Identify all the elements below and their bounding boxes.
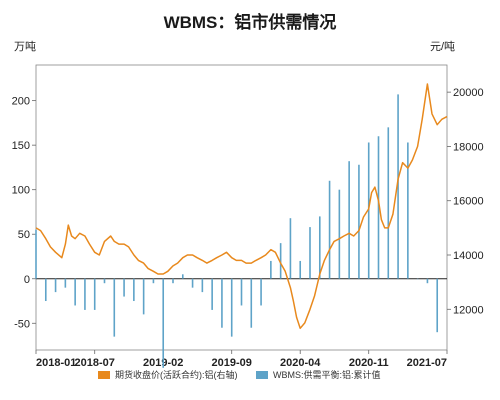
bar-mark	[93, 278, 96, 310]
bar-mark	[133, 278, 135, 302]
x-axis-tick-label: 2019-09	[212, 357, 252, 369]
legend-swatch	[256, 371, 268, 379]
bar-mark	[338, 189, 341, 279]
bar-mark	[397, 94, 399, 279]
x-axis-tick-label: 2020-11	[349, 357, 389, 369]
bar-mark	[64, 278, 67, 288]
left-axis-unit: 万吨	[14, 40, 36, 53]
bar-mark	[123, 278, 125, 297]
legend-swatch	[98, 371, 110, 379]
plot-frame	[35, 64, 448, 351]
right-axis-tick-label: 12000	[453, 304, 484, 316]
bar-mark	[377, 136, 380, 279]
bar-mark	[54, 278, 57, 293]
legend: 期货收盘价(活跃合约):铝(右轴) WBMS:供需平衡:铝:累计值	[98, 369, 381, 380]
bar-mark	[270, 260, 272, 279]
bar-mark	[289, 218, 292, 279]
bar-mark	[103, 278, 106, 284]
bar-mark	[230, 278, 233, 337]
legend-label: 期货收盘价(活跃合约):铝(右轴)	[115, 369, 238, 380]
bar-mark	[436, 278, 439, 333]
x-axis-tick-label: 2018-07	[75, 357, 115, 369]
left-axis-tick-label: 0	[24, 274, 30, 286]
bar-mark	[279, 243, 282, 279]
left-axis-tick-label: 50	[18, 229, 30, 241]
x-axis-tick-label: 2021-07	[407, 357, 447, 369]
bar-mark	[358, 164, 360, 279]
left-axis-tick-label: 150	[12, 140, 30, 152]
bar-mark	[191, 278, 194, 288]
bar-mark	[74, 278, 76, 306]
bar-mark	[250, 278, 253, 328]
legend-label: WBMS:供需平衡:铝:累计值	[273, 369, 381, 380]
bar-mark	[348, 161, 350, 279]
bar-mark	[309, 227, 311, 279]
right-axis-tick-label: 20000	[453, 87, 484, 99]
bar-mark	[44, 278, 47, 302]
left-axis-tick-label: 200	[12, 96, 30, 108]
bar-mark	[211, 278, 213, 310]
price-line	[35, 83, 448, 330]
bar-mark	[181, 274, 184, 279]
bar-mark	[152, 278, 155, 284]
bar-mark	[113, 278, 116, 337]
right-axis-tick-label: 16000	[453, 196, 484, 208]
right-axis-unit: 元/吨	[430, 40, 455, 53]
bar-mark	[407, 142, 409, 279]
chart-title: WBMS：铝市供需情况	[164, 12, 337, 32]
bar-mark	[162, 278, 165, 368]
bar-mark	[84, 278, 86, 310]
left-axis-tick-label: 100	[12, 185, 30, 197]
bar-mark	[328, 180, 331, 279]
right-axis-tick-label: 18000	[453, 141, 484, 153]
bar-mark	[260, 278, 262, 306]
bar-mark	[201, 278, 204, 293]
bar-mark	[221, 278, 223, 328]
bar-mark	[367, 142, 370, 279]
bar-mark	[172, 278, 174, 284]
bar-mark	[426, 278, 429, 284]
bar-mark	[299, 260, 302, 279]
bar-mark	[416, 278, 419, 280]
x-axis-tick-label: 2020-04	[280, 357, 321, 369]
bar-mark	[35, 229, 37, 279]
bar-mark	[318, 216, 321, 279]
right-axis-tick-label: 14000	[453, 250, 484, 262]
bar-mark	[240, 278, 243, 306]
bar-mark	[142, 278, 145, 315]
x-axis-tick-label: 2018-01	[36, 357, 76, 369]
left-axis-tick-label: -50	[14, 318, 30, 330]
bar-mark	[387, 127, 390, 279]
plot-area: 200 150 100 50 0 -50 20000 18000 16000 14000 12000…	[12, 64, 484, 369]
